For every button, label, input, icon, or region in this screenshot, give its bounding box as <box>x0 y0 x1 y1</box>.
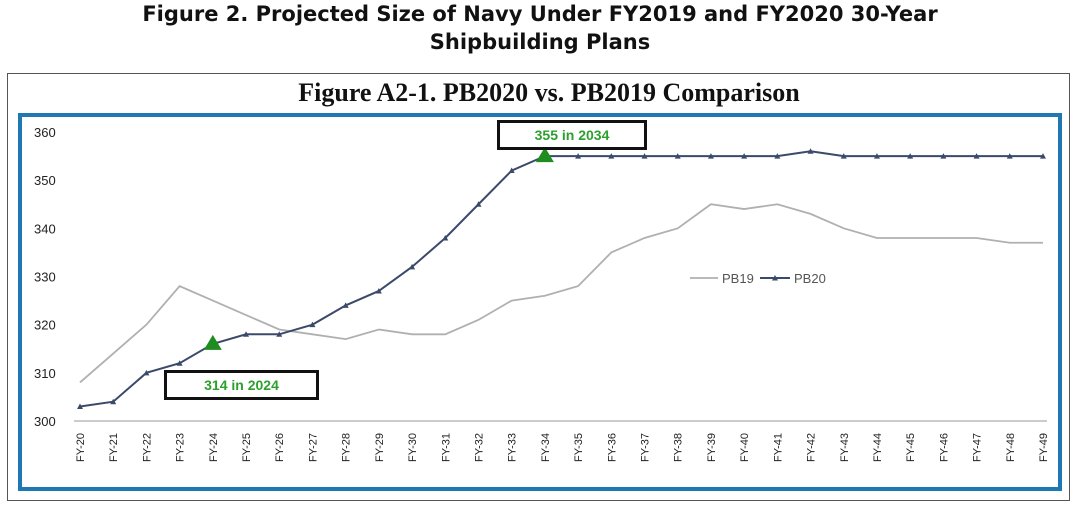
x-tick-label: FY-42 <box>806 433 818 462</box>
x-tick-label: FY-43 <box>839 433 851 462</box>
highlight-marker-0 <box>203 334 222 350</box>
highlight-marker-1 <box>535 147 554 163</box>
data-point-pb20 <box>309 321 316 328</box>
series-lines <box>77 148 1046 410</box>
annotation-callout-2024: 314 in 2024 <box>164 370 319 400</box>
data-point-pb20 <box>243 331 250 337</box>
data-point-pb20 <box>741 153 748 159</box>
y-axis-ticks: 300 310 320 330 340 350 360 <box>34 125 56 429</box>
data-point-pb20 <box>973 153 980 159</box>
highlight-markers <box>203 147 554 350</box>
x-tick-label: FY-34 <box>540 433 552 462</box>
data-point-pb20 <box>1040 153 1046 159</box>
x-tick-label: FY-46 <box>938 433 950 462</box>
figure-frame <box>7 73 1070 501</box>
data-point-pb20 <box>807 148 814 154</box>
legend: PB19 PB20 <box>690 271 826 286</box>
data-point-pb20 <box>774 153 781 159</box>
x-tick-label: FY-22 <box>141 433 153 462</box>
y-tick-label: 300 <box>34 414 56 429</box>
x-axis-ticks: FY-20 FY-21 FY-22 FY-23 FY-24 FY-25 FY-26 FY-27… <box>75 433 1050 462</box>
data-point-pb20 <box>143 369 150 376</box>
data-point-pb20 <box>940 153 947 159</box>
x-tick-label: FY-26 <box>274 433 286 462</box>
data-point-pb20 <box>409 263 416 270</box>
y-tick-label: 340 <box>34 221 56 236</box>
x-tick-label: FY-33 <box>507 433 519 462</box>
x-tick-label: FY-36 <box>606 433 618 462</box>
x-tick-label: FY-45 <box>905 433 917 462</box>
x-tick-label: FY-21 <box>108 433 120 462</box>
x-tick-label: FY-32 <box>473 433 485 462</box>
x-tick-label: FY-38 <box>673 433 685 462</box>
data-point-pb20 <box>873 153 880 159</box>
x-tick-label: FY-23 <box>175 433 187 462</box>
data-point-pb20 <box>907 153 914 159</box>
figure-title: Figure 2. Projected Size of Navy Under F… <box>0 0 1080 56</box>
figure-title-line1: Figure 2. Projected Size of Navy Under F… <box>142 2 938 26</box>
x-tick-label: FY-24 <box>208 433 220 462</box>
plot-frame <box>18 113 1062 491</box>
annotation-callout-2034: 355 in 2034 <box>497 120 647 150</box>
data-point-pb20 <box>707 153 714 159</box>
data-point-pb20 <box>110 398 117 405</box>
data-point-pb20 <box>375 287 382 294</box>
x-tick-label: FY-37 <box>640 433 652 462</box>
chart-title: Figure A2-1. PB2020 vs. PB2019 Compariso… <box>298 78 800 107</box>
data-point-pb20 <box>1006 153 1013 159</box>
data-point-pb20 <box>442 234 449 241</box>
legend-label-pb20: PB20 <box>794 271 826 286</box>
data-point-pb20 <box>840 153 847 159</box>
data-point-pb20 <box>77 403 83 410</box>
data-point-pb20 <box>641 153 648 159</box>
y-tick-label: 310 <box>34 366 56 381</box>
x-tick-label: FY-20 <box>75 433 87 462</box>
x-tick-label: FY-39 <box>706 433 718 462</box>
data-point-pb20 <box>276 331 283 337</box>
x-tick-label: FY-40 <box>739 433 751 462</box>
series-line-pb19 <box>79 203 1043 384</box>
x-tick-label: FY-29 <box>374 433 386 462</box>
y-tick-label: 330 <box>34 270 56 285</box>
figure-title-line2: Shipbuilding Plans <box>429 30 651 54</box>
legend-marker-pb20 <box>772 275 778 281</box>
x-tick-label: FY-49 <box>1038 433 1050 462</box>
x-tick-label: FY-41 <box>772 433 784 462</box>
x-tick-label: FY-35 <box>573 433 585 462</box>
x-tick-label: FY-44 <box>872 433 884 462</box>
data-point-pb20 <box>176 360 183 366</box>
series-line-pb20 <box>79 150 1043 408</box>
data-point-pb20 <box>608 153 615 159</box>
data-point-pb20 <box>674 153 681 159</box>
x-tick-label: FY-28 <box>341 433 353 462</box>
y-tick-label: 350 <box>34 173 56 188</box>
x-tick-label: FY-47 <box>972 433 984 462</box>
data-point-pb20 <box>508 167 515 174</box>
legend-label-pb19: PB19 <box>722 271 754 286</box>
y-tick-label: 320 <box>34 318 56 333</box>
y-tick-label: 360 <box>34 125 56 140</box>
x-tick-label: FY-31 <box>440 433 452 462</box>
x-tick-label: FY-25 <box>241 433 253 462</box>
data-point-pb20 <box>342 302 349 308</box>
data-point-pb20 <box>475 201 482 207</box>
data-point-pb20 <box>575 153 582 159</box>
x-tick-label: FY-30 <box>407 433 419 462</box>
x-tick-label: FY-48 <box>1005 433 1017 462</box>
x-tick-label: FY-27 <box>307 433 319 462</box>
